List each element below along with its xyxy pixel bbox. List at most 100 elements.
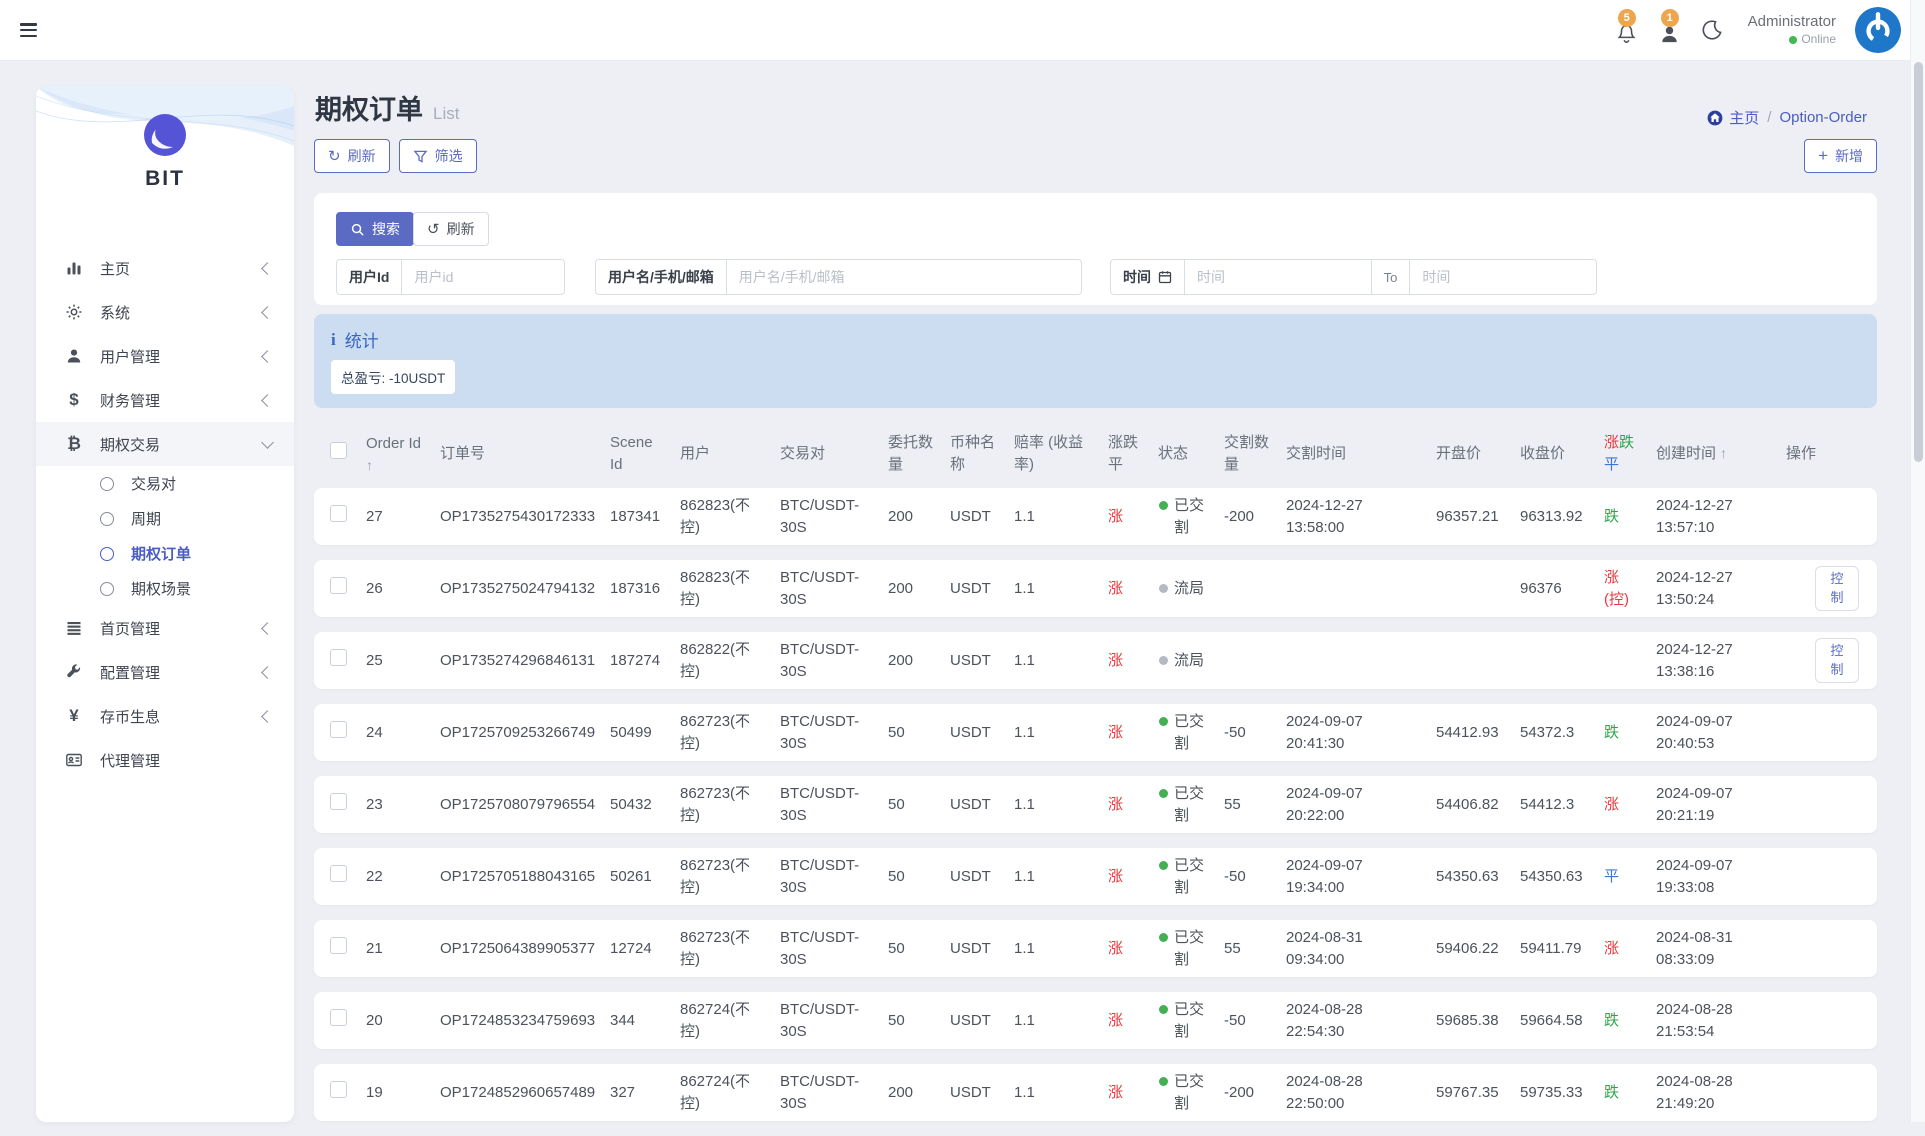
cell-odds: 1.1 [1014,507,1035,525]
cell-coin: USDT [950,1011,991,1029]
sidebar-item-coin-savings[interactable]: ¥ 存币生息 [36,694,294,738]
sidebar-subitem-option-scene[interactable]: 期权场景 [36,571,294,606]
cell-order-id: 24 [366,723,383,741]
row-checkbox[interactable] [330,720,347,738]
sort-asc-icon[interactable]: ↑ [1720,445,1728,462]
sidebar-subitem-option-order[interactable]: 期权订单 [36,536,294,571]
cell-coin: USDT [950,651,991,669]
row-checkbox[interactable] [330,936,347,954]
refresh-button[interactable]: ↻ 刷新 [314,139,390,173]
col-header-created[interactable]: 创建时间 ↑ [1656,445,1728,463]
cell-user: 862723(不控) [680,784,751,824]
cell-created: 2024-12-27 13:50:24 [1656,568,1733,608]
row-checkbox[interactable] [330,1008,347,1026]
sidebar-item-config-management[interactable]: 配置管理 [36,650,294,694]
cell-deliver-qty: -50 [1224,867,1246,885]
notifications-button[interactable]: 5 [1615,9,1639,45]
sidebar-item-label: 配置管理 [100,664,161,682]
sidebar-item-agent-management[interactable]: 代理管理 [36,738,294,782]
table-row: 27 OP1735275430172333 187341 862823(不控) BTC/… [314,488,1877,545]
time-to-input[interactable] [1410,260,1597,294]
sidebar-subitem-trading-pairs[interactable]: 交易对 [36,466,294,501]
sidebar-subitem-cycle[interactable]: 周期 [36,501,294,536]
sidebar-item-user-management[interactable]: 用户管理 [36,334,294,378]
cell-user: 862724(不控) [680,1072,751,1112]
sidebar-item-homepage-management[interactable]: 首页管理 [36,606,294,650]
cell-side: 涨 [1108,939,1124,957]
cell-pair: BTC/USDT-30S [780,640,860,680]
cell-scene-id: 327 [610,1083,636,1101]
messages-button[interactable]: 1 [1658,9,1682,45]
sidebar-item-finance-management[interactable]: $ 财务管理 [36,378,294,422]
table-row: 22 OP1725705188043165 50261 862723(不控) BTC/U… [314,848,1877,905]
cell-pair: BTC/USDT-30S [780,856,860,896]
cell-result: 涨(控) [1604,568,1629,608]
header-char: 跌 [1619,434,1635,452]
cell-result: 跌 [1604,723,1620,741]
row-checkbox[interactable] [330,1080,347,1098]
user-name-input[interactable] [726,260,1081,294]
search-button[interactable]: 搜索 [336,212,414,246]
breadcrumb-current[interactable]: Option-Order [1779,109,1867,126]
cell-order-id: 27 [366,507,383,525]
dark-mode-toggle[interactable] [1701,19,1723,41]
cell-coin: USDT [950,507,991,525]
cell-close-price: 96376 [1520,579,1562,597]
search-panel: 搜索 ↺ 刷新 用户Id 用户名/手机/邮箱 时间 To [314,193,1877,305]
col-header-order-id[interactable]: Order Id ↑ [366,433,440,475]
cell-deliver-time: 2024-08-31 09:34:00 [1286,928,1363,968]
time-from-input[interactable] [1185,260,1371,294]
cell-close-price: 59411.79 [1520,939,1582,957]
cell-created: 2024-09-07 19:33:08 [1656,856,1733,896]
avatar[interactable] [1855,7,1901,53]
cell-checkbox [330,792,366,817]
cell-checkbox [330,648,366,673]
row-checkbox[interactable] [330,648,347,666]
list-icon [64,619,84,637]
sidebar-item-label: 主页 [100,260,131,278]
sidebar-item-system[interactable]: 系统 [36,290,294,334]
cell-deliver-qty: 55 [1224,939,1241,957]
user-id-input[interactable] [402,260,564,294]
col-header-actions: 操作 [1786,445,1817,463]
filter-button[interactable]: 筛选 [398,139,477,173]
cell-user: 862723(不控) [680,712,751,752]
sidebar-item-options-trading[interactable]: ₿ 期权交易 [36,422,294,466]
cell-amount: 50 [888,795,905,813]
cell-pair: BTC/USDT-30S [780,496,860,536]
time-range-field-group: 时间 To [1110,259,1597,295]
sidebar-item-home[interactable]: 主页 [36,246,294,290]
sidebar-item-label: 财务管理 [100,392,161,410]
cell-status: 已交割 [1158,999,1224,1043]
control-button[interactable]: 控 制 [1815,637,1859,684]
cell-result: 跌 [1604,1011,1620,1029]
cell-pair: BTC/USDT-30S [780,928,860,968]
col-header-select-all[interactable] [330,442,366,466]
cell-deliver-time: 2024-08-28 22:54:30 [1286,1000,1363,1040]
sidebar-item-label: 存币生息 [100,708,161,726]
cell-odds: 1.1 [1014,867,1035,885]
breadcrumb-home-link[interactable]: 主页 [1707,107,1759,128]
row-checkbox[interactable] [330,864,347,882]
cell-deliver-qty: 55 [1224,795,1241,813]
cell-odds: 1.1 [1014,723,1035,741]
reset-button[interactable]: ↺ 刷新 [413,212,489,246]
row-checkbox[interactable] [330,576,347,594]
user-info[interactable]: Administrator Online [1748,12,1836,47]
sort-asc-icon[interactable]: ↑ [366,456,373,473]
yen-icon: ¥ [69,706,79,725]
scrollbar-thumb[interactable] [1914,62,1923,462]
hamburger-menu-icon[interactable] [20,23,37,41]
row-checkbox[interactable] [330,504,347,522]
select-all-checkbox[interactable] [330,442,347,460]
add-button[interactable]: + 新增 [1804,139,1877,173]
brand-logo[interactable]: BIT [36,112,294,191]
control-button[interactable]: 控 制 [1815,565,1859,612]
cell-deliver-qty: -50 [1224,723,1246,741]
page-scrollbar[interactable] [1910,0,1925,1122]
row-checkbox[interactable] [330,792,347,810]
cell-side: 涨 [1108,507,1124,525]
page-title: 期权订单 List [315,95,460,125]
cell-open-price: 54350.63 [1436,867,1499,885]
cell-amount: 50 [888,939,905,957]
